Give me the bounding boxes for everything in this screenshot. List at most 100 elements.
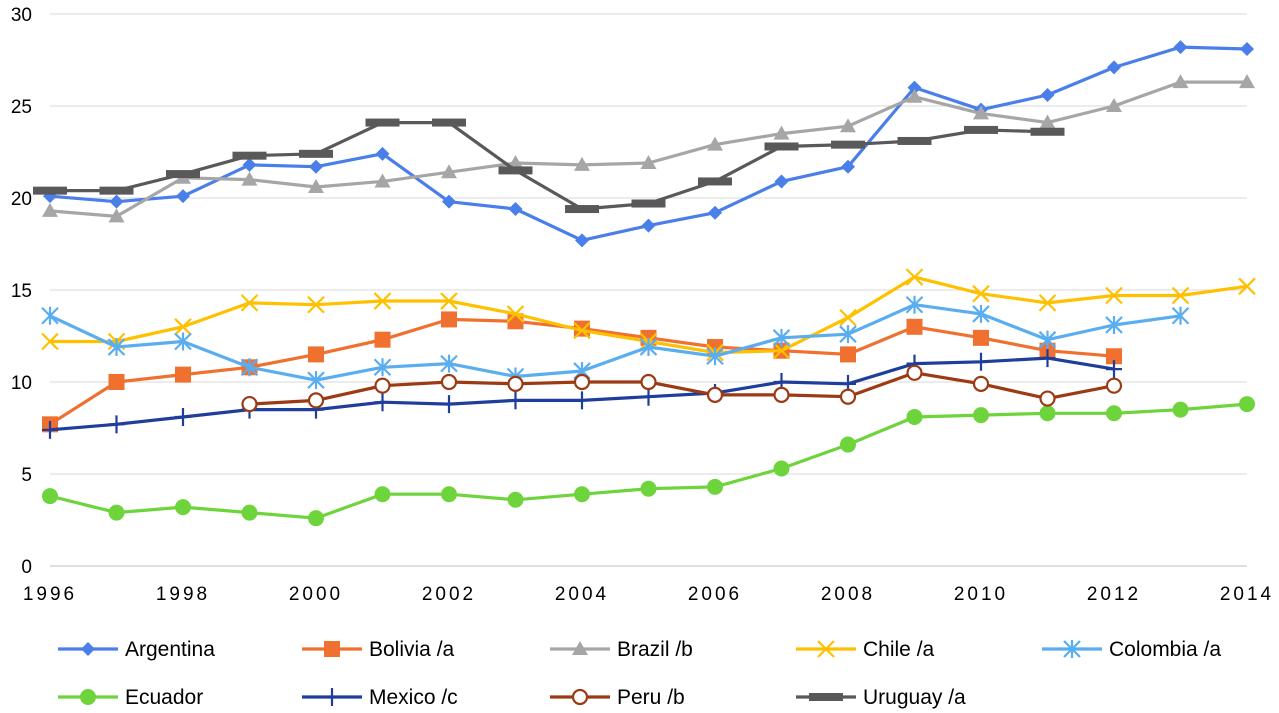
series-group [33, 40, 1256, 527]
data-point-peru-b-2012 [1105, 377, 1123, 394]
legend-label: Ecuador [125, 686, 203, 709]
data-point-brazil-b-2014 [1239, 74, 1255, 89]
data-point-mexico-c-1997 [108, 415, 125, 434]
data-point-mexico-c-2010 [973, 352, 989, 371]
legend-item-argentina: Argentina [58, 638, 215, 661]
data-point-colombia-a-2000 [307, 371, 325, 390]
data-point-ecuador-2000 [308, 510, 324, 527]
legend-item-peru-b: Peru /b [550, 686, 685, 709]
legend-swatch-marker [81, 642, 95, 656]
series-line-colombia-a [49, 303, 1181, 382]
legend-item-colombia-a: Colombia /a [1042, 638, 1221, 661]
data-point-colombia-a-1998 [174, 332, 192, 351]
y-tick-label: 5 [21, 465, 32, 486]
data-point-brazil-b-2005 [640, 155, 657, 170]
data-point-argentina-2005 [641, 218, 656, 233]
data-point-mexico-c-2005 [640, 387, 657, 406]
data-point-mexico-c-1996 [42, 420, 58, 439]
legend-swatch-marker [571, 688, 589, 706]
data-point-argentina-2001 [375, 146, 390, 161]
legend-label: Colombia /a [1109, 638, 1221, 661]
data-point-chile-a-2010 [972, 284, 990, 303]
data-point-uruguay-a-2005 [631, 199, 666, 208]
data-point-peru-b-1999 [241, 395, 258, 413]
data-point-mexico-c-2003 [507, 391, 524, 410]
series-ecuador [42, 396, 1255, 527]
data-point-argentina-2012 [1107, 60, 1121, 75]
data-point-chile-a-2001 [373, 292, 392, 310]
legend-swatch-marker [80, 689, 96, 705]
data-point-chile-a-2004 [573, 321, 591, 340]
data-point-brazil-b-2011 [1039, 114, 1056, 129]
data-point-ecuador-2002 [441, 486, 457, 503]
data-point-ecuador-1997 [108, 504, 125, 521]
x-tick-label: 2010 [954, 584, 1008, 605]
series-line-ecuador [49, 402, 1248, 520]
x-tick-label: 1996 [23, 584, 77, 605]
legend-label: Argentina [125, 638, 215, 661]
data-point-chile-a-2012 [1105, 286, 1123, 305]
data-point-brazil-b-2007 [773, 125, 790, 140]
legend-label: Brazil /b [617, 638, 693, 661]
series-mexico-c [42, 349, 1122, 439]
data-point-mexico-c-2004 [574, 391, 590, 410]
legend-swatch-marker [572, 641, 588, 655]
data-point-brazil-b-2008 [840, 118, 856, 133]
data-point-colombia-a-1996 [41, 306, 59, 325]
data-point-argentina-2002 [442, 194, 456, 209]
data-point-chile-a-2011 [1038, 294, 1057, 312]
legend-swatch-marker [324, 641, 340, 657]
data-point-uruguay-a-2010 [964, 125, 998, 134]
data-point-chile-a-2014 [1238, 277, 1256, 296]
data-point-argentina-2003 [508, 202, 523, 217]
data-point-bolivia-a-2010 [973, 329, 989, 346]
x-tick-label: 2012 [1087, 584, 1141, 605]
legend-item-mexico-c: Mexico /c [302, 686, 458, 709]
data-point-brazil-b-2010 [973, 105, 989, 120]
legend: Argentina Bolivia /a Brazil /b Chile /a Colo… [58, 638, 1221, 709]
x-tick-label: 1998 [156, 584, 210, 605]
data-point-colombia-a-2001 [373, 358, 392, 377]
data-point-colombia-a-2012 [1105, 315, 1123, 334]
data-point-argentina-2004 [575, 233, 589, 248]
data-point-brazil-b-1999 [241, 171, 258, 186]
data-point-brazil-b-2006 [707, 136, 723, 151]
data-point-brazil-b-2009 [906, 88, 923, 103]
legend-swatch-marker [1063, 640, 1081, 658]
data-point-chile-a-2013 [1171, 286, 1190, 305]
data-point-peru-b-2000 [307, 392, 325, 409]
data-point-uruguay-a-2008 [831, 140, 865, 149]
data-point-colombia-a-2009 [905, 295, 924, 314]
legend-swatch-marker [817, 640, 835, 658]
data-point-brazil-b-2013 [1172, 74, 1189, 89]
data-point-uruguay-a-2003 [498, 166, 533, 175]
data-point-chile-a-2000 [307, 295, 325, 314]
data-point-peru-b-2007 [773, 386, 790, 403]
series-line-peru-b [249, 371, 1115, 406]
data-point-chile-a-2003 [506, 305, 525, 323]
legend-label: Mexico /c [369, 686, 458, 709]
data-point-brazil-b-2002 [441, 164, 457, 179]
data-point-argentina-2006 [708, 205, 722, 220]
x-tick-label: 2008 [821, 584, 875, 605]
x-tick-label: 2002 [422, 584, 476, 605]
data-point-chile-a-2008 [839, 308, 857, 327]
data-point-uruguay-a-1999 [232, 151, 267, 160]
data-point-uruguay-a-2007 [764, 142, 799, 151]
data-point-ecuador-1998 [175, 499, 191, 516]
data-point-ecuador-2008 [840, 436, 856, 453]
data-point-ecuador-2009 [906, 408, 923, 425]
series-peru-b [241, 364, 1123, 413]
axes: 0 5 10 15 20 25 30 1996 1998 2000 2002 2004 2006 2008… [11, 5, 1271, 605]
series-line-argentina [49, 45, 1248, 242]
data-point-bolivia-a-2009 [906, 318, 923, 335]
data-point-peru-b-2011 [1039, 390, 1056, 407]
data-point-uruguay-a-1997 [99, 186, 134, 195]
series-line-uruguay-a [50, 121, 1048, 211]
legend-item-bolivia-a: Bolivia /a [302, 638, 455, 661]
data-point-argentina-2000 [309, 159, 323, 174]
data-point-ecuador-2014 [1239, 396, 1255, 413]
data-point-ecuador-2007 [773, 460, 790, 477]
data-point-ecuador-2013 [1172, 401, 1189, 418]
